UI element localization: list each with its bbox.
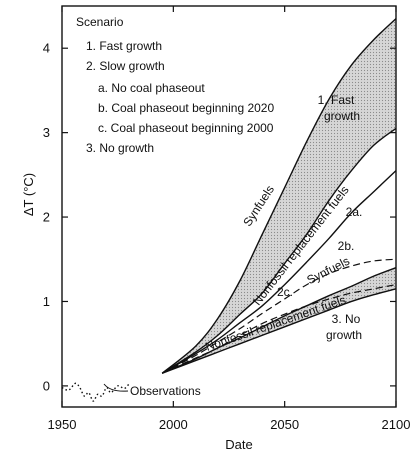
x-axis-title: Date	[225, 437, 252, 452]
x-tick-label: 2050	[270, 417, 299, 432]
legend-title: Scenario	[76, 15, 124, 29]
legend: Scenario 1. Fast growth 2. Slow growth a. N…	[76, 15, 274, 155]
y-tick-label: 2	[43, 210, 50, 225]
series-line-2c	[161, 284, 397, 374]
band-1-upper-curve	[161, 18, 397, 374]
series-line-2a	[161, 170, 397, 374]
x-tick-label: 2100	[382, 417, 410, 432]
y-tick-label: 3	[43, 125, 50, 140]
legend-entry: b. Coal phaseout beginning 2020	[98, 101, 274, 115]
y-tick-label: 4	[43, 41, 50, 56]
legend-entry: a. No coal phaseout	[98, 81, 205, 95]
band-2-lower-curve	[161, 288, 397, 374]
series-line-2b	[161, 258, 397, 374]
annotation-label: Observations	[130, 384, 201, 398]
legend-entry: 1. Fast growth	[86, 39, 162, 53]
band-2-upper-curve	[161, 267, 397, 374]
legend-entry: c. Coal phaseout beginning 2000	[98, 121, 274, 135]
annotation-label: 2b.	[338, 239, 355, 253]
plot-frame	[61, 5, 397, 408]
series-line-observations	[61, 382, 130, 402]
band-1-lower-curve	[161, 127, 397, 374]
y-tick-label: 1	[43, 294, 50, 309]
annotation-label: Synfuels	[304, 254, 351, 287]
axes: 0 1 2 3 4 1950 2000 2050 2100 Date ΔT (°C)	[21, 5, 410, 452]
annotation-label: growth	[326, 328, 362, 342]
x-tick-label: 1950	[48, 417, 77, 432]
annotation-label: 2a.	[346, 205, 363, 219]
annotation-label: growth	[324, 109, 360, 123]
observations-leader-line	[103, 383, 129, 392]
x-tick-label: 2000	[159, 417, 188, 432]
legend-entry: 3. No growth	[86, 141, 154, 155]
annotation-label: 1. Fast	[318, 93, 355, 107]
series-lines	[61, 18, 397, 402]
y-axis-title: ΔT (°C)	[21, 173, 36, 216]
annotation-label: 2c.	[277, 285, 293, 299]
y-tick-label: 0	[43, 378, 50, 393]
legend-entry: 2. Slow growth	[86, 59, 165, 73]
band-fill-1	[162, 18, 396, 374]
annotation-label: 3. No	[332, 312, 361, 326]
